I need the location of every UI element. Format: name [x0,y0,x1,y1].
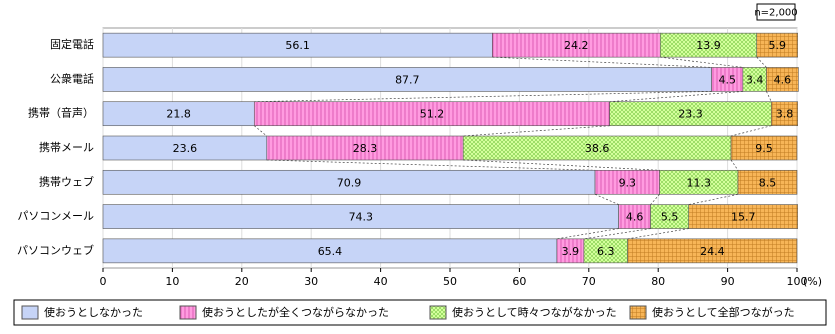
value-label: 4.6 [626,211,644,224]
connector [492,56,712,68]
y-tick-label: パソコンメール [17,210,94,223]
legend-box [13,299,827,326]
connector [594,193,619,205]
bar-segment [556,238,585,264]
value-label: 3.4 [746,73,764,86]
bar-segment [583,238,628,264]
value-label: 15.7 [731,211,756,224]
y-tick-label: 固定電話 [50,37,94,51]
connector [766,91,772,102]
legend-label: 使おうとしなかった [44,306,143,319]
value-label: 4.5 [719,73,737,86]
bar-segment [462,135,732,161]
legend-swatch [429,305,447,320]
connector [583,228,651,240]
value-label: 21.8 [166,108,191,121]
legend-label: 使おうとしたが全くつながらなかった [202,305,389,319]
bar-segment [688,204,798,229]
bar-segment [609,101,772,127]
x-tick-label: 50 [443,275,457,288]
connector [463,125,610,137]
value-label: 13.9 [696,39,721,52]
value-label: 23.3 [678,108,703,121]
legend-label: 使おうとして時々つながなかった [452,305,617,319]
x-tick-label: 40 [374,275,388,288]
value-label: 8.5 [759,176,777,189]
bar-segment [650,204,690,229]
y-tick-label: 携帯（音声） [28,106,94,120]
connector [660,56,743,68]
value-label: 23.6 [173,142,198,155]
value-label: 9.3 [619,176,637,189]
bar-segment [766,67,799,92]
value-label: 3.8 [776,108,794,121]
value-label: 51.2 [420,108,445,121]
x-tick-label: 0 [100,275,107,288]
connector [556,228,619,240]
bar-segment [102,135,268,161]
value-label: 70.9 [337,176,362,189]
y-tick-label: 公衆電話 [50,71,94,85]
value-label: 74.3 [349,211,374,224]
connector [688,193,739,205]
x-tick-label: 100 [787,275,808,288]
bar-segment [618,204,651,229]
value-label: 24.2 [564,39,589,52]
value-label: 4.6 [774,73,792,86]
value-label: 65.4 [318,245,343,258]
connector [463,159,660,171]
value-label: 5.5 [661,211,679,224]
y-tick-label: 携帯ウェブ [39,174,94,188]
y-tick-label: 携帯メール [39,140,94,154]
bar-segment [594,169,660,195]
value-label: 6.3 [597,245,615,258]
legend-swatch [21,305,39,320]
bar-segment [492,32,661,58]
connector [266,159,596,171]
annotation: n=2,000 [754,8,797,19]
bar-segment [102,101,255,127]
bar-segment [771,101,798,127]
value-label: 9.5 [755,142,773,155]
value-label: 87.7 [395,73,420,86]
value-label: 38.6 [585,142,610,155]
legend-swatch [629,305,647,320]
x-tick-label: 70 [582,275,596,288]
value-label: 3.9 [562,245,580,258]
bar-segment [266,135,464,161]
value-label: 28.3 [353,142,378,155]
bar-segment [737,169,798,195]
legend-swatch [179,305,197,320]
bar-segment [102,169,596,195]
bar-segment [253,101,610,127]
connector [254,125,268,137]
bar-segment [102,204,619,229]
connector [730,125,772,137]
x-tick-label: 20 [235,275,249,288]
bar-segment [627,238,798,264]
x-unit: (%) [803,275,822,288]
annotation-box [756,3,796,21]
bar-segment [102,238,558,264]
value-label: 56.1 [285,39,310,52]
bar-segment [659,169,739,195]
bar-segment [730,135,798,161]
bar-segment [711,67,744,92]
x-tick-label: 80 [651,275,665,288]
value-label: 5.9 [768,39,786,52]
x-tick-label: 30 [304,275,318,288]
connector [254,91,712,103]
bar-segment [756,32,798,58]
x-tick-label: 10 [165,275,179,288]
value-label: 11.3 [687,176,712,189]
legend-label: 使おうとして全部つながった [652,305,795,319]
value-label: 24.4 [700,245,725,258]
x-tick-label: 90 [721,275,735,288]
y-tick-label: パソコンウェブ [17,243,94,257]
x-tick-label: 60 [512,275,526,288]
